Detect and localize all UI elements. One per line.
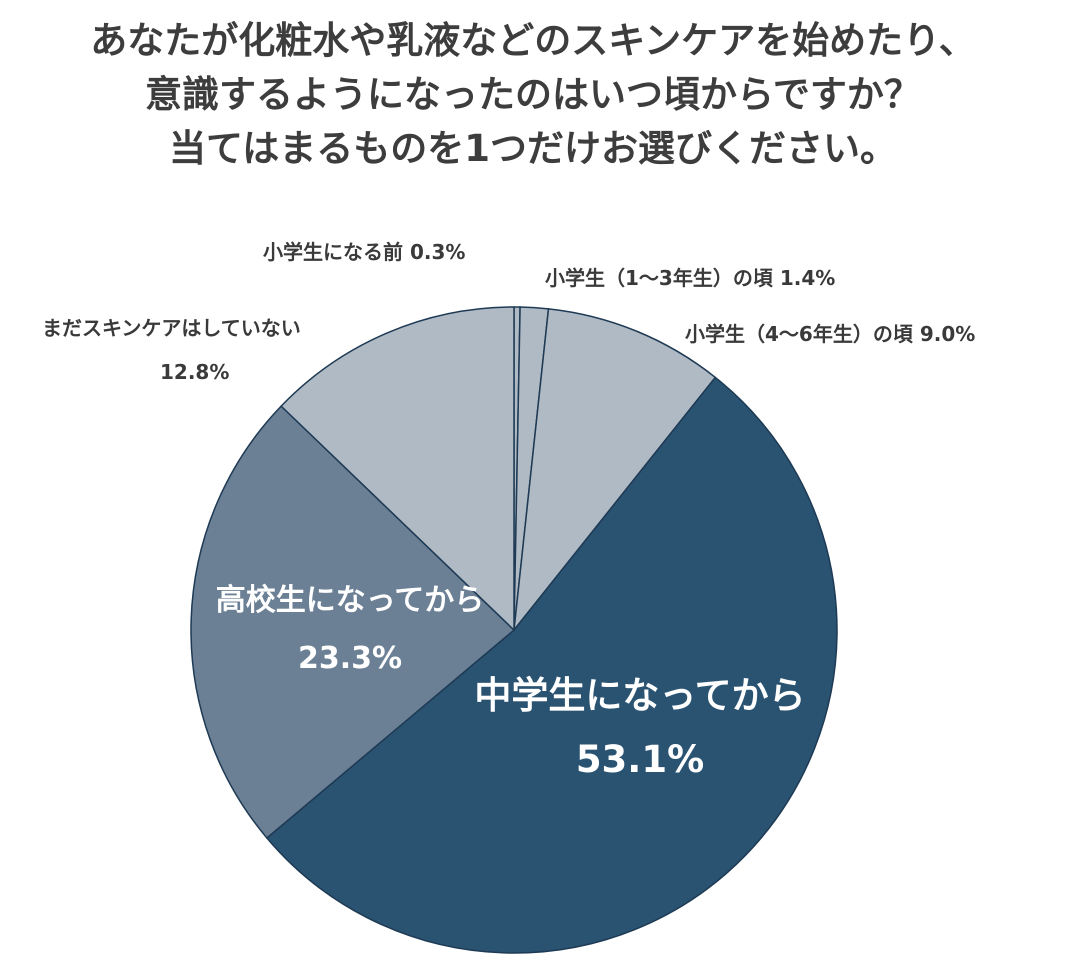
label-not-yet: まだスキンケアはしていない 12.8% xyxy=(42,306,301,394)
slice-value: 0.3% xyxy=(409,240,466,264)
pie-slice-not-yet xyxy=(280,306,515,632)
pie-slice-elementary-4-6 xyxy=(512,308,717,633)
slice-label: 小学生（4〜6年生）の頃 xyxy=(685,322,913,346)
slice-label: 中学生になってから xyxy=(474,674,806,717)
label-before-elementary: 小学生になる前 0.3% xyxy=(263,236,465,265)
slice-value: 23.3% xyxy=(297,641,403,676)
label-elementary-4-6: 小学生（4〜6年生）の頃 9.0% xyxy=(685,318,975,347)
label-junior-high: 中学生になってから 53.1% xyxy=(460,664,820,792)
title-line-3: 当てはまるものを1つだけお選びください。 xyxy=(168,127,897,170)
slice-value: 9.0% xyxy=(919,322,976,346)
slice-label: 小学生（1〜3年生）の頃 xyxy=(545,266,773,290)
title-line-2: 意識するようになったのはいつ頃からですか？ xyxy=(145,73,921,116)
slice-value: 12.8% xyxy=(160,360,230,384)
slice-label: 小学生になる前 xyxy=(263,240,403,264)
slice-label: まだスキンケアはしていない xyxy=(42,316,301,340)
slice-value: 53.1% xyxy=(575,738,705,781)
chart-title: あなたが化粧水や乳液などのスキンケアを始めたり、 意識するようになったのはいつ頃… xyxy=(0,14,1066,176)
label-elementary-1-3: 小学生（1〜3年生）の頃 1.4% xyxy=(545,262,835,291)
pie-slice-high-school xyxy=(190,405,516,840)
slice-label: 高校生になってから xyxy=(215,583,485,618)
pie-slice-junior-high xyxy=(265,376,838,954)
slice-value: 1.4% xyxy=(779,266,836,290)
label-high-school: 高校生になってから 23.3% xyxy=(190,572,510,688)
title-line-1: あなたが化粧水や乳液などのスキンケアを始めたり、 xyxy=(90,19,976,62)
